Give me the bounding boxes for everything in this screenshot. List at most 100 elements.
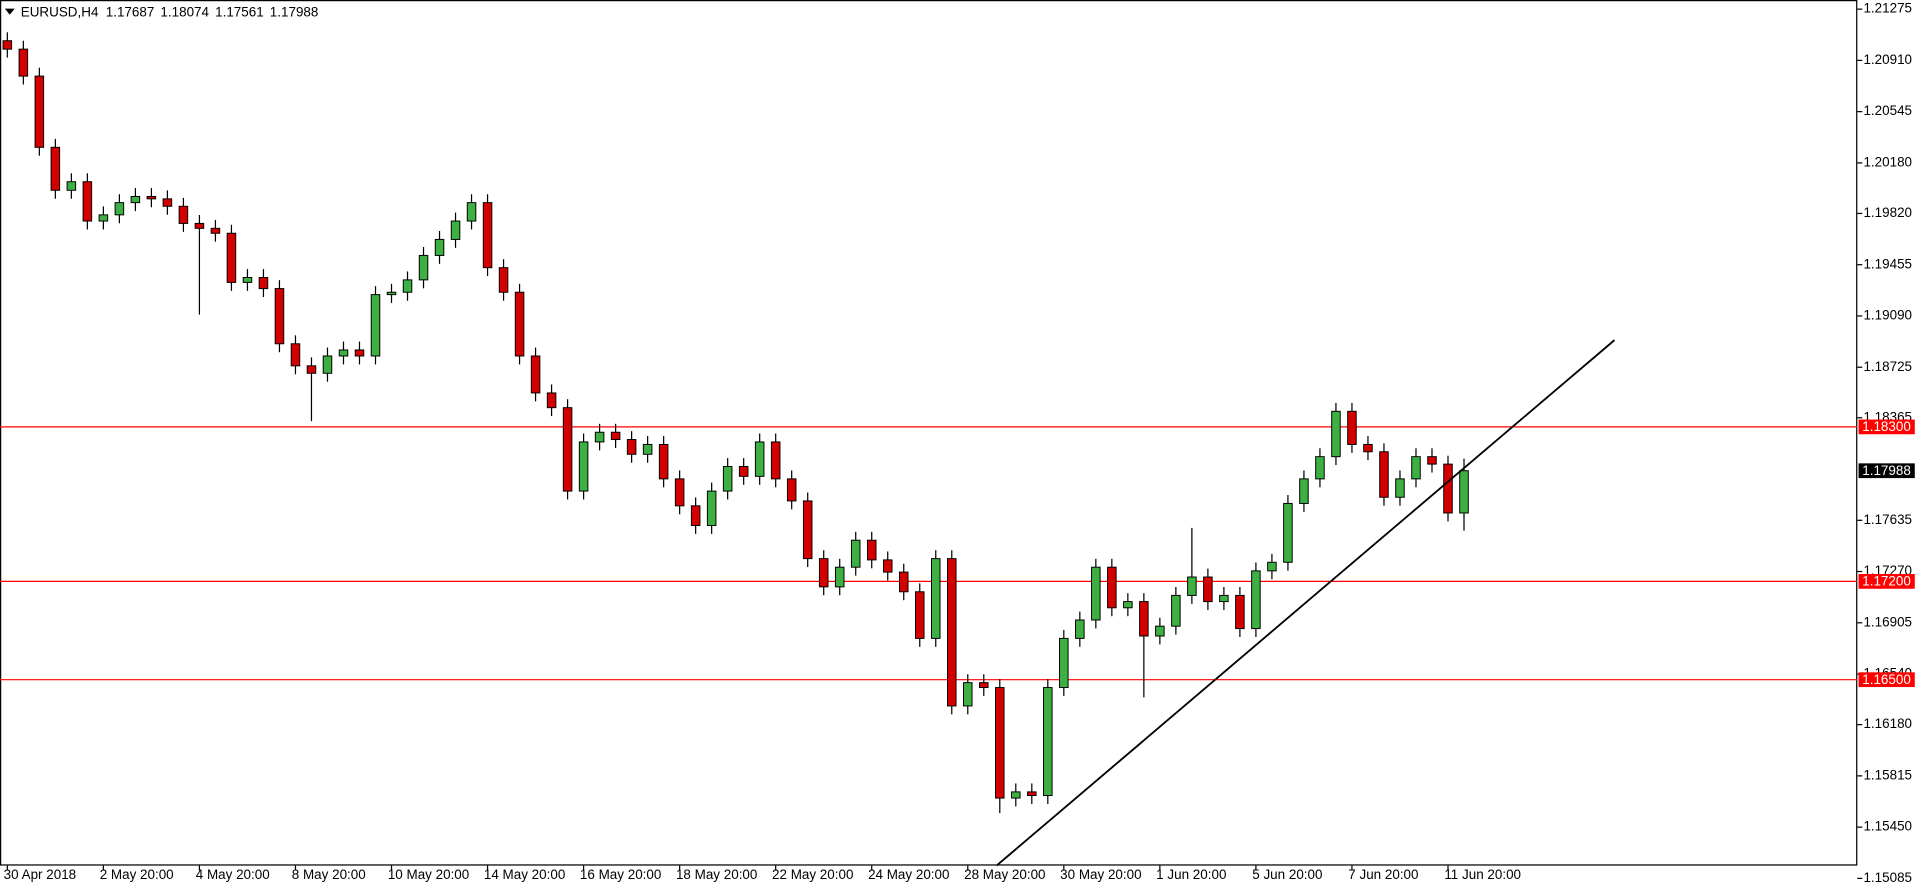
candle-body — [322, 355, 333, 374]
candle-body — [706, 490, 717, 526]
candle-body — [242, 276, 253, 283]
candle-body — [1395, 478, 1405, 498]
y-tick-label: 1.21275 — [1863, 1, 1912, 16]
candle-body — [1459, 470, 1469, 514]
x-tick-label: 18 May 20:00 — [676, 867, 757, 882]
level-label-box — [1858, 672, 1915, 688]
x-tick-label: 14 May 20:00 — [484, 867, 565, 882]
candle-body — [1251, 570, 1261, 630]
candle-body — [34, 75, 45, 148]
candle-body — [1091, 566, 1101, 621]
trendline — [995, 339, 1616, 867]
candle-body — [1443, 463, 1453, 514]
x-tick-label: 10 May 20:00 — [388, 867, 469, 882]
candle-body — [98, 214, 109, 222]
candle-body — [194, 222, 205, 229]
x-tick-label: 7 Jun 20:00 — [1348, 867, 1418, 882]
candle-body — [562, 407, 573, 492]
candle-body — [402, 279, 413, 293]
level-label: 1.16500 — [1862, 672, 1911, 687]
menu-arrow[interactable] — [4, 8, 15, 15]
candle-body — [1347, 410, 1357, 445]
high: 1.18074 — [160, 4, 209, 19]
header: EURUSD,H4 1.17687 1.18074 1.17561 1.17988 — [21, 4, 319, 19]
y-tick-label: 1.15085 — [1863, 870, 1912, 884]
candle-body — [1075, 619, 1085, 639]
candle-body — [546, 392, 557, 409]
candle-body — [130, 195, 141, 204]
candle-body — [50, 146, 61, 191]
candle-body — [979, 682, 989, 689]
y-tick-label: 1.18725 — [1863, 359, 1912, 374]
x-tick-label: 5 Jun 20:00 — [1252, 867, 1322, 882]
candle-body — [82, 181, 93, 222]
candle-body — [1283, 502, 1293, 563]
candle-body — [770, 441, 781, 480]
y-tick-label: 1.20545 — [1863, 103, 1912, 118]
candle-body — [482, 202, 493, 269]
x-tick-label: 24 May 20:00 — [868, 867, 949, 882]
x-tick-label: 11 Jun 20:00 — [1444, 867, 1521, 882]
candle-body — [834, 566, 845, 588]
candle-body — [1315, 456, 1325, 480]
candle-body — [1155, 625, 1165, 637]
candle-body — [754, 441, 765, 477]
candle-body — [530, 355, 541, 394]
candle-body — [578, 441, 589, 492]
candle-body — [1379, 451, 1389, 498]
y-tick-label: 1.15815 — [1863, 767, 1912, 782]
x-tick-label: 22 May 20:00 — [772, 867, 853, 882]
x-tick-label: 30 May 20:00 — [1060, 867, 1141, 882]
candle-body — [882, 559, 893, 573]
x-tick-label: 30 Apr 2018 — [4, 867, 76, 882]
candle-body — [786, 478, 797, 502]
candle-body — [1363, 443, 1373, 453]
candle-body — [1411, 456, 1421, 480]
candle-body — [66, 181, 77, 191]
y-tick-label: 1.16180 — [1863, 716, 1912, 731]
x-tick-label: 2 May 20:00 — [100, 867, 174, 882]
close: 1.17988 — [270, 4, 319, 19]
candle-body — [162, 198, 173, 207]
candle-body — [818, 558, 829, 588]
last-price-label: 1.17988 — [1862, 463, 1911, 478]
candle-body — [995, 687, 1005, 799]
candle-body — [914, 591, 925, 639]
candle-body — [594, 431, 605, 443]
candle-body — [114, 202, 125, 216]
y-tick-label: 1.19820 — [1863, 205, 1912, 220]
candle-body — [466, 202, 477, 222]
candle-body — [1203, 576, 1213, 603]
candle-body — [514, 291, 525, 357]
candle-body — [1059, 637, 1069, 689]
candle-body — [1139, 601, 1149, 637]
candle-body — [898, 571, 909, 593]
candle-body — [1107, 566, 1117, 609]
y-tick-label: 1.15450 — [1863, 819, 1912, 834]
candle-body — [386, 291, 397, 296]
candle-body — [450, 220, 461, 240]
candle-body — [226, 232, 237, 283]
candle-body — [866, 539, 877, 561]
candle-body — [658, 443, 669, 480]
candle-body — [722, 466, 733, 492]
candle-body — [370, 294, 381, 357]
plot-frame — [0, 0, 1858, 866]
y-tick-label: 1.20180 — [1863, 154, 1912, 169]
x-tick-label: 28 May 20:00 — [964, 867, 1045, 882]
candle-body — [1171, 594, 1181, 627]
candle-body — [418, 254, 429, 281]
candle-body — [930, 558, 941, 639]
candle-body — [1123, 601, 1133, 609]
level-label-box — [1858, 574, 1915, 589]
x-tick-label: 8 May 20:00 — [292, 867, 366, 882]
candle-body — [434, 238, 445, 256]
open: 1.17687 — [106, 4, 155, 19]
level-label-box — [1858, 419, 1915, 435]
low: 1.17561 — [215, 4, 264, 19]
level-label: 1.17200 — [1862, 574, 1911, 589]
candle-body — [1267, 561, 1277, 572]
candle-body — [1011, 791, 1021, 799]
